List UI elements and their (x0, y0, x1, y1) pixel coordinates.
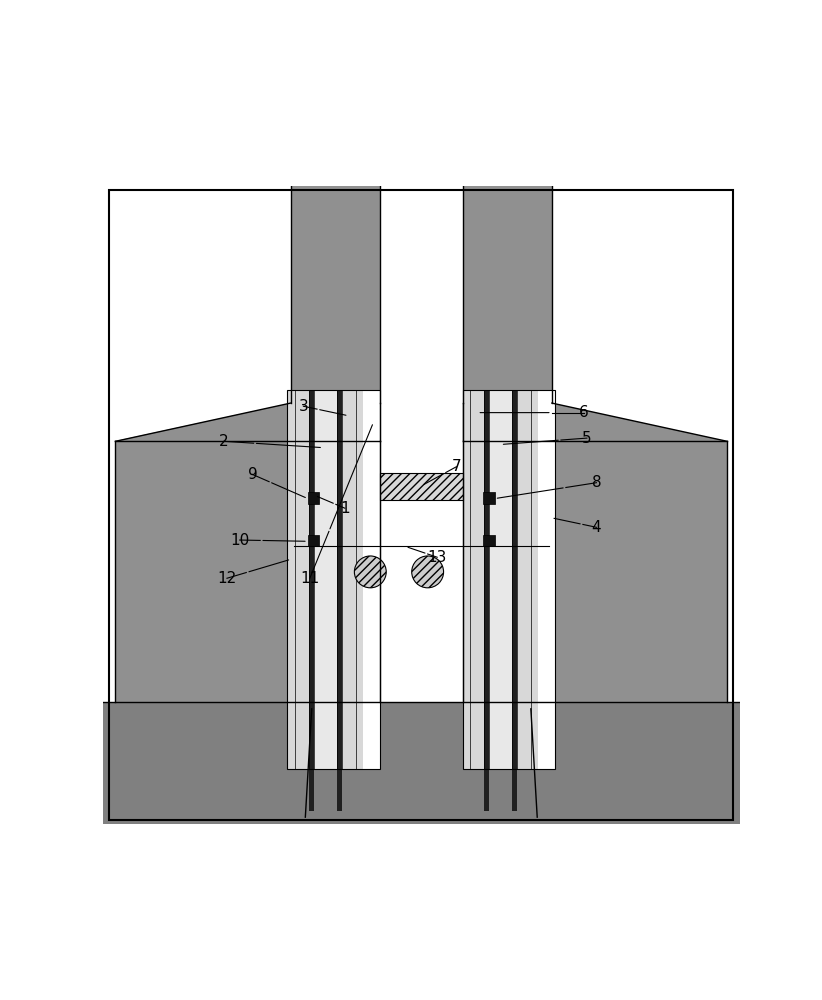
Text: 9: 9 (247, 467, 257, 482)
Bar (309, 390, 314, 769)
Text: 5: 5 (582, 431, 592, 446)
Text: 4: 4 (592, 520, 601, 535)
Bar (512, 702, 517, 811)
Bar (308, 492, 319, 504)
Text: 10: 10 (230, 533, 249, 548)
Bar (489, 390, 512, 769)
Bar (115, 441, 380, 702)
Bar (308, 535, 319, 546)
Text: 12: 12 (217, 571, 237, 586)
Text: 1: 1 (340, 501, 349, 516)
Text: 2: 2 (219, 434, 229, 449)
Bar (483, 492, 495, 504)
Bar (291, 186, 380, 403)
Bar (517, 390, 531, 769)
Bar (342, 390, 356, 769)
Bar (103, 702, 740, 824)
Bar (484, 702, 489, 811)
Text: 13: 13 (427, 550, 447, 565)
Bar (380, 186, 463, 403)
Polygon shape (115, 403, 380, 441)
Circle shape (412, 556, 444, 588)
Bar (288, 390, 380, 769)
Bar (314, 390, 336, 769)
Bar (336, 702, 342, 811)
Text: 11: 11 (300, 571, 320, 586)
Text: 7: 7 (451, 459, 461, 474)
Circle shape (354, 556, 386, 588)
Bar (463, 441, 727, 702)
Bar (470, 390, 484, 769)
Bar (463, 390, 555, 769)
Text: 3: 3 (298, 399, 308, 414)
Bar (463, 186, 552, 403)
Bar (288, 390, 380, 769)
Bar (380, 186, 463, 702)
Bar (484, 390, 489, 769)
Bar (463, 390, 555, 769)
Bar (288, 390, 295, 769)
Bar (483, 535, 495, 546)
Bar (463, 390, 470, 769)
Text: 8: 8 (592, 475, 601, 490)
Bar (380, 473, 463, 500)
Bar (295, 390, 309, 769)
Bar (512, 390, 517, 769)
Bar (356, 390, 363, 769)
Polygon shape (463, 403, 727, 441)
Bar (309, 702, 314, 811)
Bar (336, 390, 342, 769)
Bar (531, 390, 538, 769)
Text: 6: 6 (579, 405, 589, 420)
